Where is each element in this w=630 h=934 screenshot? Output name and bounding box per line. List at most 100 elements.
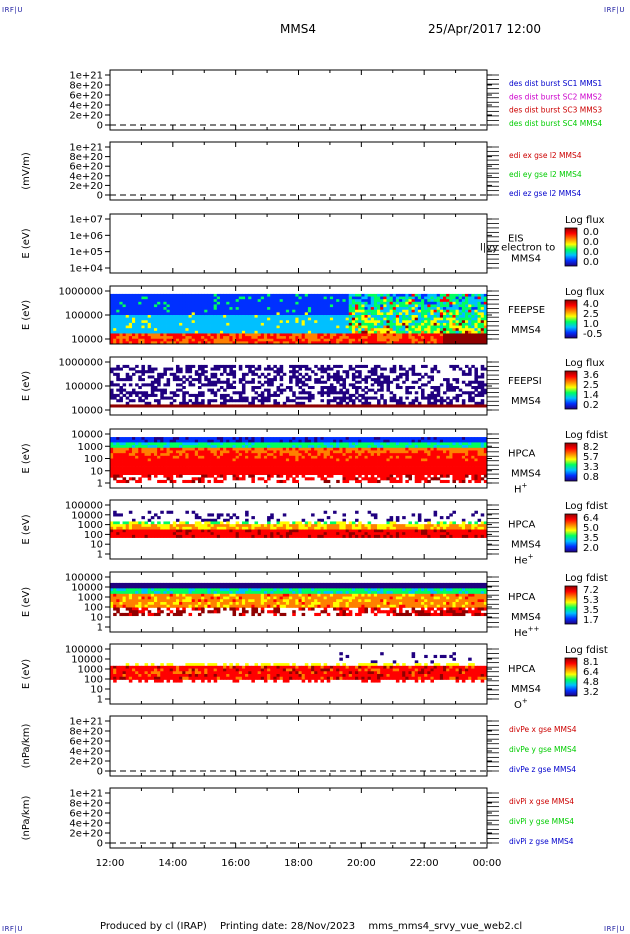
panel-feeps-i-cell xyxy=(351,399,356,403)
panel-hpca-h-cell xyxy=(182,469,186,473)
panel-feeps-i-cell xyxy=(417,372,422,376)
panel-feeps-i-cell xyxy=(135,370,139,374)
panel-feeps-e-cell xyxy=(185,338,189,342)
panel-feeps-e-cell xyxy=(386,336,391,340)
panel-feeps-e-cell xyxy=(248,328,252,332)
panel-feeps-e-cell xyxy=(323,330,328,334)
panel-feeps-e-cell xyxy=(285,328,290,332)
panel-feeps-e-cell xyxy=(216,320,221,324)
panel-feeps-e-cell xyxy=(336,304,340,308)
panel-eis-colorbar-title: Log flux xyxy=(565,215,605,226)
panel-hpca-h-cell xyxy=(157,461,161,465)
panel-hpca-h-cell xyxy=(238,447,243,451)
panel-feeps-e-cell xyxy=(194,338,199,342)
panel-feeps-i-cell xyxy=(421,383,425,387)
panel-hpca-h-cell xyxy=(238,450,243,454)
panel-feeps-e-cell xyxy=(351,309,356,313)
panel-hpca-h-cell xyxy=(267,439,271,443)
panel-feeps-e-cell xyxy=(276,296,281,300)
panel-feeps-e-cell xyxy=(389,328,394,332)
panel-feeps-e-cell xyxy=(339,296,343,300)
panel-hpca-h-cell xyxy=(169,466,174,470)
panel-feeps-i-cell xyxy=(144,370,149,374)
panel-feeps-e-cell xyxy=(452,315,456,319)
panel-feeps-e-cell xyxy=(333,312,337,316)
panel-hpca-h-cell xyxy=(201,463,205,467)
panel-feeps-i-cell xyxy=(122,383,127,387)
panel-feeps-e-cell xyxy=(449,333,453,337)
panel-feeps-e-cell xyxy=(160,325,164,329)
panel-hpca-h-cell xyxy=(289,458,293,462)
panel-feeps-e-cell xyxy=(392,293,397,297)
panel-feeps-i-cell xyxy=(223,404,227,408)
panel-feeps-e-cell xyxy=(465,325,469,329)
panel-feeps-i-cell xyxy=(219,386,224,390)
panel-feeps-i-cell xyxy=(241,388,246,392)
panel-hpca-h-cell xyxy=(395,447,400,451)
panel-feeps-i-cell xyxy=(157,404,161,408)
panel-hpca-h-cell xyxy=(361,447,365,451)
panel-feeps-e-cell xyxy=(307,299,312,303)
panel-hpca-h-cell xyxy=(304,437,309,441)
panel-hpca-h-cell xyxy=(402,453,406,457)
panel-hpca-h-cell xyxy=(131,469,136,473)
panel-feeps-i-cell xyxy=(364,364,369,368)
panel-feeps-e-cell xyxy=(216,312,221,316)
panel-feeps-i-cell xyxy=(377,380,381,384)
panel-hpca-h-cell xyxy=(232,453,237,457)
panel-feeps-i-cell xyxy=(449,383,453,387)
panel-hpca-h-cell xyxy=(257,471,262,475)
panel-feeps-e-cell xyxy=(276,299,281,303)
panel-feeps-e-cell xyxy=(323,320,328,324)
panel-hpca-h-cell xyxy=(276,450,281,454)
panel-feeps-i-cell xyxy=(292,370,296,374)
panel-feeps-e-cell xyxy=(386,320,391,324)
panel-feeps-i-cell xyxy=(301,404,306,408)
panel-feeps-i-cell xyxy=(213,380,218,384)
panel-feeps-e-cell xyxy=(373,315,378,319)
panel-feeps-i-cell xyxy=(125,404,130,408)
panel-hpca-h-cell xyxy=(405,442,409,446)
panel-feeps-i-cell xyxy=(414,399,419,403)
panel-feeps-e-cell xyxy=(399,299,403,303)
panel-feeps-e-cell xyxy=(207,312,211,316)
panel-feeps-i-cell xyxy=(370,396,375,400)
panel-feeps-e-cell xyxy=(197,333,202,337)
panel-feeps-e-cell xyxy=(483,333,488,337)
panel-feeps-e-cell xyxy=(223,309,227,313)
panel-feeps-i-cell xyxy=(377,364,381,368)
panel-hpca-h-cell xyxy=(245,458,249,462)
panel-hpca-h-cell xyxy=(383,474,387,478)
panel-feeps-i-cell xyxy=(153,378,158,382)
panel-feeps-e-cell xyxy=(351,296,356,300)
panel-hpca-h-cell xyxy=(351,466,356,470)
panel-feeps-e-cell xyxy=(333,304,337,308)
panel-feeps-e-cell xyxy=(380,304,384,308)
panel-feeps-e-cell xyxy=(298,336,303,340)
panel-feeps-e-cell xyxy=(307,328,312,332)
panel-feeps-e-cell xyxy=(116,299,120,303)
panel-feeps-e-cell xyxy=(226,336,230,340)
panel-hpca-h-cell xyxy=(232,439,237,443)
panel-hpca-h-cell xyxy=(311,455,315,459)
panel-feeps-e-cell xyxy=(399,336,403,340)
panel-feeps-i-cell xyxy=(175,364,180,368)
panel-feeps-e-cell xyxy=(307,317,312,321)
panel-feeps-e-cell xyxy=(191,296,196,300)
panel-feeps-e-cell xyxy=(254,304,259,308)
panel-feeps-e-cell xyxy=(163,309,167,313)
panel-feeps-e-cell xyxy=(386,322,391,326)
panel-feeps-e-cell xyxy=(304,293,309,297)
panel-feeps-e-cell xyxy=(122,296,127,300)
panel-feeps-i-cell xyxy=(263,396,268,400)
panel-feeps-e-cell xyxy=(339,333,343,337)
panel-feeps-e-cell xyxy=(449,293,453,297)
panel-feeps-e-cell xyxy=(468,296,472,300)
panel-feeps-i-cell xyxy=(320,388,325,392)
panel-hpca-h-cell xyxy=(194,466,199,470)
panel-feeps-i-cell xyxy=(191,401,196,405)
panel-hpca-h-cell xyxy=(314,442,318,446)
panel-hpca-h-cell xyxy=(207,437,211,441)
panel-feeps-i-cell xyxy=(245,399,249,403)
panel-feeps-e-cell xyxy=(191,325,196,329)
